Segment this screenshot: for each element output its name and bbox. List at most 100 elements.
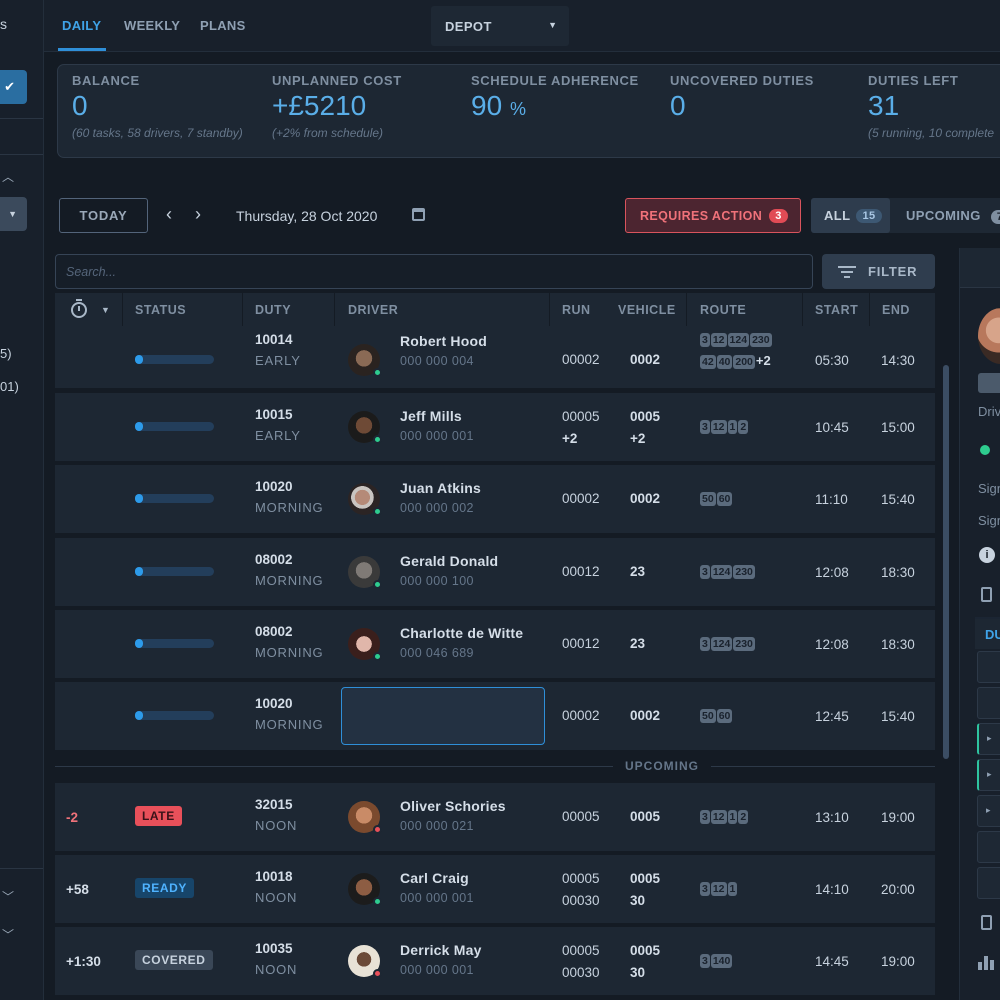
sidebar-checkbox-button[interactable]: ✔ — [0, 70, 27, 104]
stat-label: UNPLANNED COST — [272, 73, 402, 88]
search-placeholder: Search... — [66, 265, 117, 279]
today-button[interactable]: TODAY — [59, 198, 148, 233]
route-chip: 12 — [710, 882, 727, 896]
duty-cell: 08002 MORNING — [255, 624, 323, 660]
stat-duties-left: DUTIES LEFT 31 (5 running, 10 complete — [868, 73, 994, 140]
column-driver[interactable]: DRIVER — [348, 303, 399, 317]
info-icon[interactable]: i — [979, 547, 995, 563]
duty-list-item[interactable] — [977, 831, 1000, 863]
tab-plans[interactable]: PLANS — [200, 18, 246, 33]
requires-action-label: REQUIRES ACTION — [640, 208, 763, 223]
chevron-down-icon[interactable]: ﹀ — [2, 890, 15, 904]
driver-cell[interactable]: Derrick May 000 000 001 — [400, 942, 482, 977]
panel-status-bar — [978, 373, 1000, 393]
filter-button[interactable]: FILTER — [822, 254, 935, 289]
chevron-down-icon[interactable]: ﹀ — [2, 928, 15, 942]
sidebar-divider — [0, 154, 43, 155]
filter-all-count: 15 — [856, 208, 882, 223]
vehicle-cell: 23 — [630, 633, 645, 655]
caret-down-icon: ▼ — [8, 209, 17, 219]
clipboard-icon[interactable] — [981, 915, 992, 930]
duty-progress-fill — [135, 567, 143, 576]
column-start[interactable]: START — [815, 303, 859, 317]
sidebar-dropdown[interactable]: ▼ — [0, 197, 27, 231]
column-status[interactable]: STATUS — [135, 303, 187, 317]
panel-header — [960, 248, 1000, 288]
table-row[interactable]: 10014 EARLY Robert Hood 000 000 004 00002 000… — [55, 326, 935, 388]
calendar-icon[interactable] — [412, 208, 425, 221]
route-chip: 12 — [710, 333, 727, 347]
driver-cell[interactable]: Juan Atkins 000 000 002 — [400, 480, 481, 515]
requires-action-button[interactable]: REQUIRES ACTION 3 — [625, 198, 801, 233]
route-chip: 3 — [700, 565, 710, 579]
table-row[interactable]: 10020 MORNING Juan Atkins 000 000 002 00002 0… — [55, 465, 935, 533]
route-line: 3 12 1 — [700, 882, 738, 896]
driver-cell[interactable]: Oliver Schories 000 000 021 — [400, 798, 506, 833]
duty-list-item[interactable] — [977, 867, 1000, 899]
route-chip: 12 — [710, 420, 727, 434]
driver-cell[interactable]: Gerald Donald 000 000 100 — [400, 553, 498, 588]
filter-upcoming-button[interactable]: UPCOMING 7 — [906, 208, 1000, 224]
status-badge-cell: COVERED — [135, 950, 213, 970]
route-chip: 12 — [710, 810, 727, 824]
time-delta: -2 — [66, 810, 79, 825]
route-line: 50 60 — [700, 709, 733, 723]
duty-list-item[interactable]: ▸ — [977, 795, 1000, 827]
route-chip: 124 — [727, 333, 750, 347]
driver-avatar — [348, 873, 382, 906]
table-row[interactable]: +1:30 COVERED 10035 NOON Derrick May 000 000 … — [55, 927, 935, 995]
tab-weekly[interactable]: WEEKLY — [124, 18, 181, 33]
chevron-up-icon[interactable]: ︿ — [2, 170, 15, 184]
column-run[interactable]: RUN — [562, 303, 591, 317]
duty-list-item[interactable] — [977, 687, 1000, 719]
next-day-icon[interactable]: › — [195, 204, 201, 224]
sign-label: Sign — [978, 513, 1000, 528]
route-chip: 50 — [700, 709, 716, 723]
clipboard-icon[interactable] — [981, 587, 992, 602]
table-row[interactable]: 10015 EARLY Jeff Mills 000 000 001 00005 +2 00… — [55, 393, 935, 461]
route-cell: 3 124 230 — [700, 637, 756, 657]
duty-progress-bar — [135, 422, 214, 431]
search-input[interactable]: Search... — [55, 254, 813, 289]
vehicle-value: 0002 — [630, 708, 661, 723]
run-value: 00005 — [562, 871, 600, 886]
route-chip: 3 — [700, 882, 710, 896]
table-row[interactable]: -2 LATE 32015 NOON Oliver Schories 000 000 02… — [55, 783, 935, 851]
column-vehicle[interactable]: VEHICLE — [618, 303, 676, 317]
duty-list-item[interactable]: ▸ — [977, 723, 1000, 755]
driver-cell[interactable]: Jeff Mills 000 000 001 — [400, 408, 474, 443]
online-status-dot — [373, 507, 382, 516]
table-row[interactable]: 08002 MORNING Gerald Donald 000 000 100 0001… — [55, 538, 935, 606]
route-chip: 1 — [727, 882, 738, 896]
selected-driver-highlight[interactable] — [341, 687, 545, 745]
table-row[interactable]: 08002 MORNING Charlotte de Witte 000 046 68… — [55, 610, 935, 678]
run-value: 00002 — [562, 491, 600, 506]
timer-icon[interactable] — [71, 299, 87, 318]
status-badge: READY — [135, 878, 195, 898]
duty-list-item[interactable] — [977, 651, 1000, 683]
driver-cell[interactable]: Charlotte de Witte 000 046 689 — [400, 625, 523, 660]
column-end[interactable]: END — [882, 303, 910, 317]
driver-id: 000 000 001 — [400, 963, 474, 977]
duty-progress-fill — [135, 639, 143, 648]
driver-cell[interactable]: Carl Craig 000 000 001 — [400, 870, 474, 905]
column-duty[interactable]: DUTY — [255, 303, 292, 317]
start-time: 14:10 — [815, 882, 849, 897]
depot-select[interactable]: DEPOT ▼ — [431, 6, 569, 46]
driver-avatar — [348, 945, 382, 978]
column-route[interactable]: ROUTE — [700, 303, 747, 317]
filter-all-button[interactable]: ALL 15 — [811, 198, 890, 233]
duty-list-item[interactable]: ▸ — [977, 759, 1000, 791]
bar-chart-icon[interactable] — [978, 956, 994, 970]
route-chip: 50 — [700, 492, 716, 506]
driver-name: Carl Craig — [400, 870, 469, 886]
table-row[interactable]: +58 READY 10018 NOON Carl Craig 000 000 001 00… — [55, 855, 935, 923]
table-scrollbar[interactable] — [943, 365, 949, 759]
route-chip: 60 — [716, 492, 733, 506]
previous-day-icon[interactable]: ‹ — [166, 204, 172, 224]
tab-daily[interactable]: DAILY — [62, 18, 102, 33]
caret-down-icon[interactable]: ▼ — [101, 305, 110, 315]
route-cell: 3 12 1 2 — [700, 810, 749, 830]
route-line: 3 12 1 2 — [700, 420, 749, 434]
driver-cell[interactable]: Robert Hood 000 000 004 — [400, 333, 487, 368]
